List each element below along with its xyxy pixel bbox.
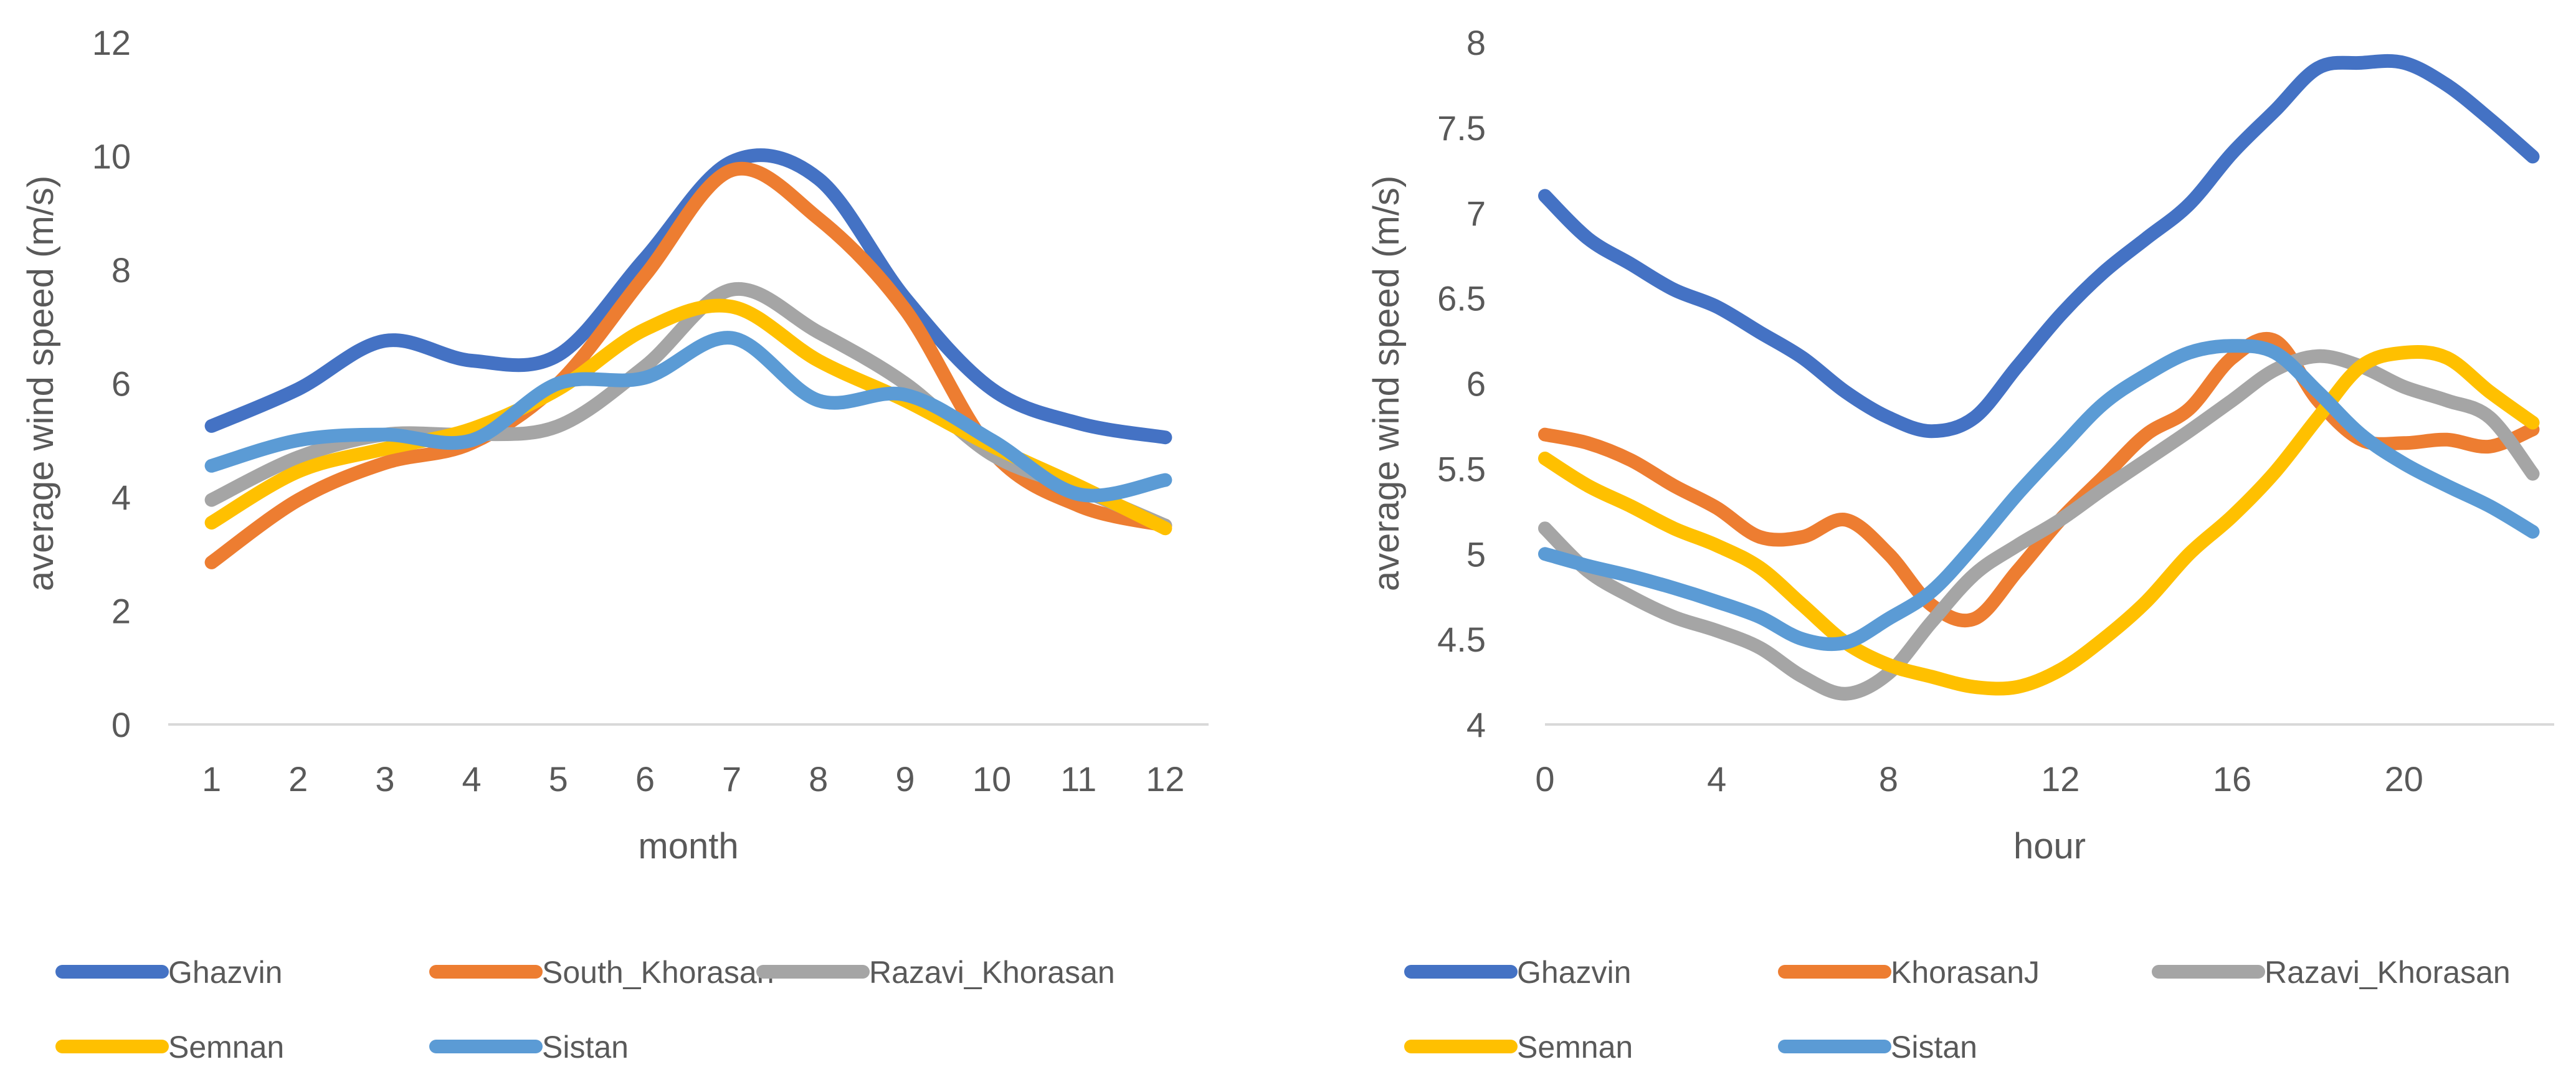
y-tick-label: 4 xyxy=(112,478,131,517)
y-axis-title: average wind speed (m/s) xyxy=(1366,176,1407,591)
series-line-semnan xyxy=(1538,344,2540,696)
x-tick-label: 4 xyxy=(1707,759,1726,799)
legend-label: Ghazvin xyxy=(1517,955,1631,990)
legend-label: Sistan xyxy=(542,1030,629,1065)
legend-label: South_Khorasan xyxy=(542,955,774,990)
y-tick-label: 2 xyxy=(112,592,131,631)
legend-entry: Ghazvin xyxy=(1404,955,1631,990)
x-tick-label: 5 xyxy=(549,759,568,799)
y-tick-label: 6 xyxy=(112,364,131,404)
legend-entry: Sistan xyxy=(429,1030,629,1065)
legend-label: Sistan xyxy=(1891,1030,1977,1065)
x-tick-label: 11 xyxy=(1060,759,1096,799)
x-tick-label: 9 xyxy=(895,759,915,799)
legend-entry: KhorasanJ xyxy=(1778,955,2040,990)
x-tick-label: 8 xyxy=(809,759,828,799)
x-tick-label: 12 xyxy=(2041,759,2079,799)
legend-label: Semnan xyxy=(168,1030,284,1065)
y-tick-label: 6 xyxy=(1466,364,1486,404)
legend-entry: Sistan xyxy=(1778,1030,1977,1065)
legend-label: Semnan xyxy=(1517,1030,1633,1065)
x-tick-label: 6 xyxy=(635,759,655,799)
hourly-wind-speed-chart: 4 4.5 5 5.5 6 6.5 7 7.5 8 0 4 8 12 16 20 hour average wi… xyxy=(1366,23,2554,1065)
x-tick-label: 16 xyxy=(2213,759,2251,799)
x-tick-label: 4 xyxy=(462,759,482,799)
y-tick-label: 10 xyxy=(92,137,131,176)
legend-label: KhorasanJ xyxy=(1891,955,2040,990)
x-tick-label: 2 xyxy=(288,759,308,799)
y-tick-label: 7.5 xyxy=(1437,108,1486,148)
y-tick-label: 6.5 xyxy=(1437,279,1486,318)
series-line-south-khorasan xyxy=(204,161,1172,569)
x-axis-title: month xyxy=(638,826,738,866)
y-tick-label: 8 xyxy=(112,250,131,290)
y-tick-label: 4 xyxy=(1466,705,1486,744)
legend-label: Razavi_Khorasan xyxy=(869,955,1115,990)
legend-label: Ghazvin xyxy=(168,955,282,990)
x-tick-label: 20 xyxy=(2385,759,2423,799)
series-line-semnan xyxy=(204,298,1172,536)
series-line-sistan xyxy=(204,331,1172,503)
x-axis-title: hour xyxy=(2013,826,2086,866)
series-line-ghazvin xyxy=(1538,54,2540,439)
legend-entry: South_Khorasan xyxy=(429,955,774,990)
x-tick-label: 0 xyxy=(1535,759,1554,799)
legend-entry: Ghazvin xyxy=(55,955,282,990)
y-tick-label: 5.5 xyxy=(1437,449,1486,488)
x-tick-label: 12 xyxy=(1146,759,1184,799)
legend-entry: Razavi_Khorasan xyxy=(2152,955,2511,990)
y-tick-label: 12 xyxy=(92,23,131,62)
y-tick-label: 8 xyxy=(1466,23,1486,62)
x-tick-label: 8 xyxy=(1879,759,1898,799)
x-tick-label: 10 xyxy=(972,759,1011,799)
series-line-razavi-khorasan xyxy=(1538,349,2540,701)
legend-label: Razavi_Khorasan xyxy=(2265,955,2511,990)
x-tick-label: 1 xyxy=(202,759,221,799)
series-line-sistan xyxy=(1538,339,2540,652)
y-tick-label: 0 xyxy=(112,705,131,744)
x-tick-label: 3 xyxy=(375,759,394,799)
x-tick-label: 7 xyxy=(722,759,741,799)
legend-entry: Semnan xyxy=(1404,1030,1633,1065)
series-line-ghazvin xyxy=(204,148,1172,445)
y-axis-title: average wind speed (m/s) xyxy=(21,176,61,591)
y-tick-label: 4.5 xyxy=(1437,620,1486,659)
y-tick-label: 5 xyxy=(1466,534,1486,574)
legend-entry: Razavi_Khorasan xyxy=(756,955,1115,990)
legend-entry: Semnan xyxy=(55,1030,284,1065)
y-tick-label: 7 xyxy=(1466,194,1486,233)
